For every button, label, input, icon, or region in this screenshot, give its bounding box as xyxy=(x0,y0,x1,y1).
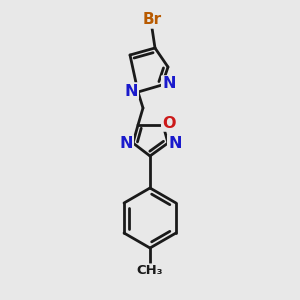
Text: CH₃: CH₃ xyxy=(137,265,163,278)
Text: Br: Br xyxy=(142,13,162,28)
Text: N: N xyxy=(119,136,133,151)
Text: N: N xyxy=(162,76,176,92)
Text: N: N xyxy=(168,136,182,151)
Text: N: N xyxy=(124,83,138,98)
Text: O: O xyxy=(162,116,176,130)
